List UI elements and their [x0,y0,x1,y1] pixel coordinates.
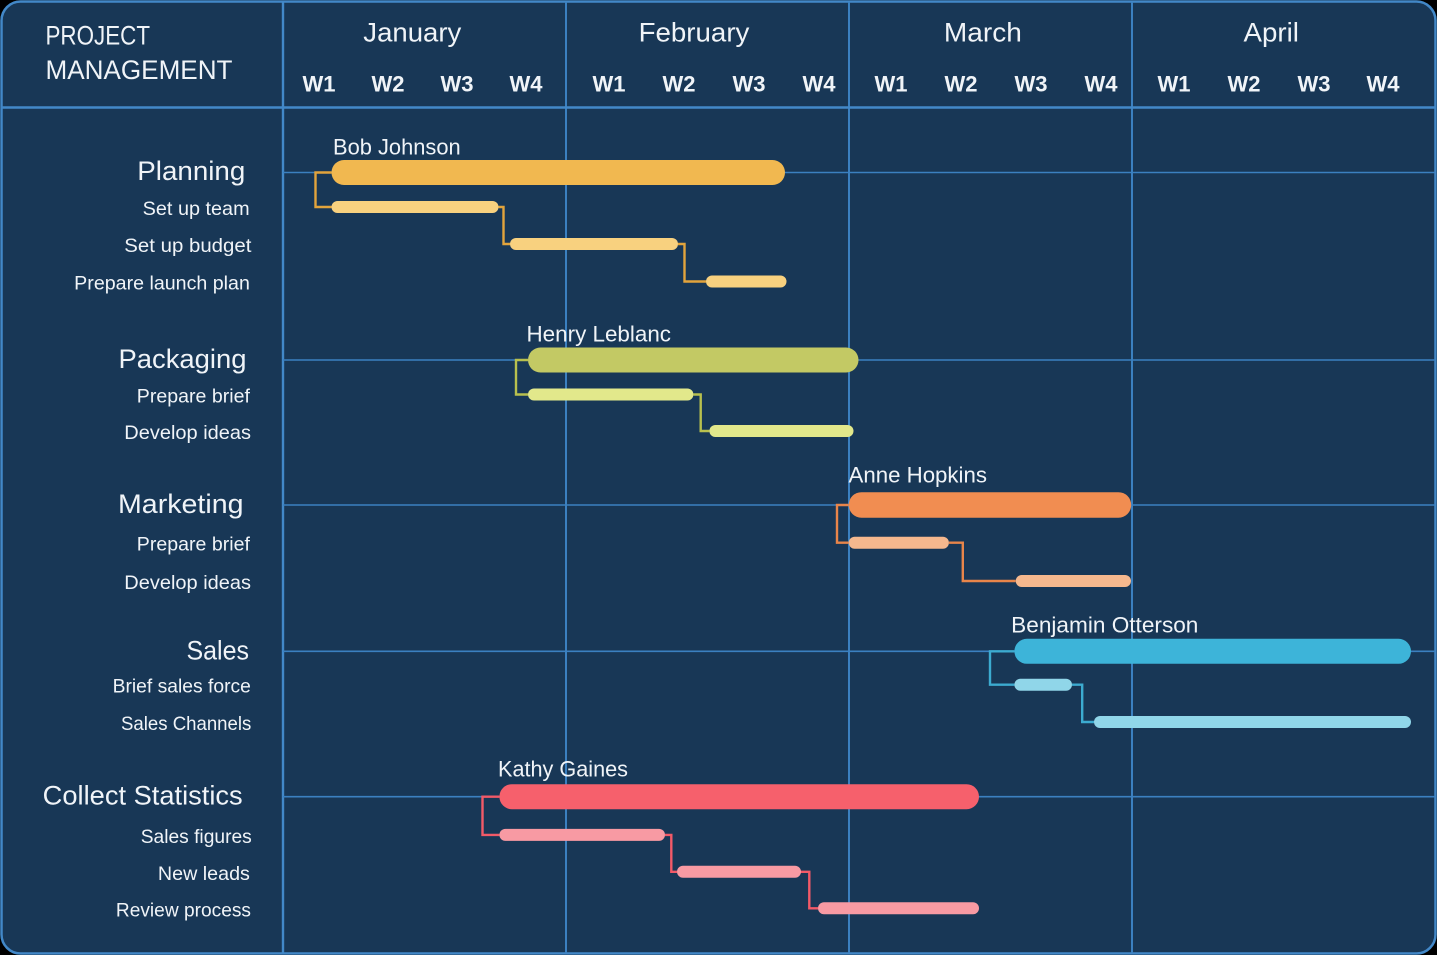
svg-text:February: February [639,17,750,47]
svg-text:Planning: Planning [137,156,245,186]
svg-text:W1: W1 [303,72,336,97]
svg-text:W4: W4 [510,72,544,97]
svg-text:March: March [944,17,1022,47]
svg-text:Prepare brief: Prepare brief [137,534,251,556]
svg-text:W2: W2 [945,72,978,97]
svg-text:Develop ideas: Develop ideas [124,572,251,594]
svg-text:Collect Statistics: Collect Statistics [43,780,243,810]
svg-text:Set up budget: Set up budget [124,235,252,257]
svg-text:W4: W4 [1367,72,1401,97]
svg-text:W3: W3 [1015,72,1048,97]
svg-text:W1: W1 [593,72,626,97]
svg-text:MANAGEMENT: MANAGEMENT [46,55,233,85]
svg-text:Henry Leblanc: Henry Leblanc [527,321,672,346]
svg-text:Sales: Sales [187,636,250,666]
svg-text:Benjamin Otterson: Benjamin Otterson [1011,612,1198,637]
svg-text:Brief sales force: Brief sales force [113,676,251,698]
svg-text:W3: W3 [733,72,766,97]
svg-text:Packaging: Packaging [119,344,247,374]
svg-text:Set up team: Set up team [143,198,250,220]
svg-text:W1: W1 [1158,72,1191,97]
svg-text:April: April [1244,17,1299,47]
svg-text:New leads: New leads [158,863,250,885]
svg-text:Review process: Review process [116,899,251,921]
svg-text:Anne Hopkins: Anne Hopkins [849,463,988,488]
svg-text:W1: W1 [875,72,908,97]
svg-text:W2: W2 [372,72,405,97]
svg-text:Marketing: Marketing [118,489,244,519]
svg-text:W2: W2 [663,72,696,97]
svg-text:W3: W3 [1298,72,1331,97]
svg-text:W4: W4 [803,72,837,97]
svg-text:W4: W4 [1085,72,1119,97]
svg-text:Sales Channels: Sales Channels [121,713,252,735]
svg-text:Bob Johnson: Bob Johnson [333,134,461,159]
svg-text:W3: W3 [441,72,474,97]
svg-text:Kathy Gaines: Kathy Gaines [498,757,628,782]
svg-text:W2: W2 [1228,72,1261,97]
svg-text:January: January [363,17,462,47]
svg-text:Prepare launch plan: Prepare launch plan [74,273,250,295]
svg-text:Sales figures: Sales figures [141,826,252,848]
svg-text:Prepare brief: Prepare brief [137,386,251,408]
svg-text:PROJECT: PROJECT [46,20,151,50]
svg-text:Develop ideas: Develop ideas [124,422,251,444]
